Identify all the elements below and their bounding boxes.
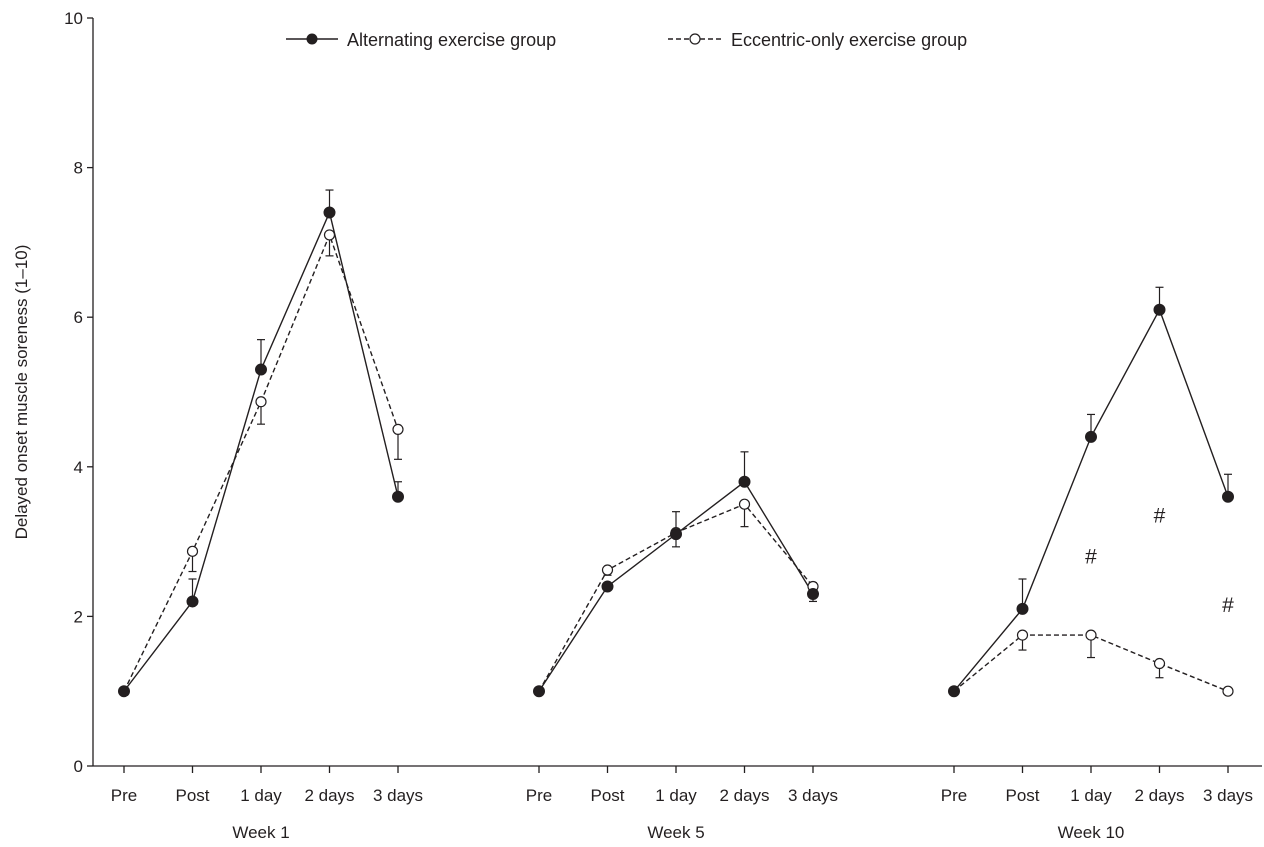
legend-label-eccentric: Eccentric-only exercise group [731,30,967,50]
group-label: Week 5 [647,823,704,842]
point-alternating [255,363,267,376]
point-alternating [738,475,751,488]
series-markers [118,206,1234,698]
x-tick-label: 1 day [1070,786,1112,805]
point-alternating [1222,490,1234,503]
point-alternating [948,685,960,698]
x-tick-label: 3 days [1203,786,1253,805]
x-tick-label: Post [590,786,624,805]
group-label: Week 10 [1058,823,1125,842]
y-tick-label: 10 [64,9,83,28]
x-tick-label: 2 days [304,786,354,805]
x-tick-label: 2 days [719,786,769,805]
point-eccentric [738,498,751,510]
error-bars [188,189,1232,679]
series-lines [123,210,1229,692]
point-eccentric [255,396,267,408]
y-tick-label: 4 [74,458,83,477]
y-tick-label: 6 [74,308,83,327]
x-tick-label: Pre [111,786,137,805]
x-tick-label: 3 days [788,786,838,805]
point-alternating [186,595,199,608]
point-eccentric [601,564,614,576]
point-eccentric [392,423,404,435]
x-tick-label: Pre [526,786,552,805]
x-tick-label: Post [1005,786,1039,805]
x-tick-label: 2 days [1134,786,1184,805]
group-label: Week 1 [232,823,289,842]
x-tick-label: 1 day [655,786,697,805]
point-eccentric [1222,685,1234,697]
point-alternating [601,580,614,593]
legend-label-alternating: Alternating exercise group [347,30,556,50]
legend-marker-alternating [306,33,318,45]
significance-mark: # [1222,594,1234,617]
y-tick-label: 0 [74,757,83,776]
axes: 0 2 4 6 8 10 Delayed onset muscle soreness (1–… [12,9,1262,842]
series-line-eccentric [953,634,1229,692]
y-tick-label: 2 [74,607,83,626]
point-alternating [807,587,819,600]
point-alternating [1085,430,1097,443]
point-alternating [392,490,404,503]
x-tick-label: 1 day [240,786,282,805]
point-alternating [1016,602,1029,615]
significance-mark: # [1154,504,1166,527]
point-alternating [323,206,336,219]
point-alternating [118,685,130,698]
x-tick-label: Post [175,786,209,805]
point-eccentric [186,545,199,557]
y-axis-label: Delayed onset muscle soreness (1–10) [12,245,31,540]
significance-annotations: # # # [1085,504,1234,617]
point-alternating [1153,303,1166,316]
point-alternating [533,685,545,698]
legend: Alternating exercise group Eccentric-only… [286,30,967,50]
significance-mark: # [1085,546,1097,569]
point-eccentric [1085,629,1097,641]
series-line-alternating [123,210,399,692]
point-eccentric [323,229,336,241]
y-tick-label: 8 [74,159,83,178]
series-line-eccentric [123,232,399,692]
point-eccentric [1153,657,1166,670]
x-tick-label: Pre [941,786,967,805]
legend-marker-eccentric [689,33,701,45]
x-tick-label: 3 days [373,786,423,805]
point-alternating [670,528,682,541]
point-eccentric [1016,629,1029,641]
